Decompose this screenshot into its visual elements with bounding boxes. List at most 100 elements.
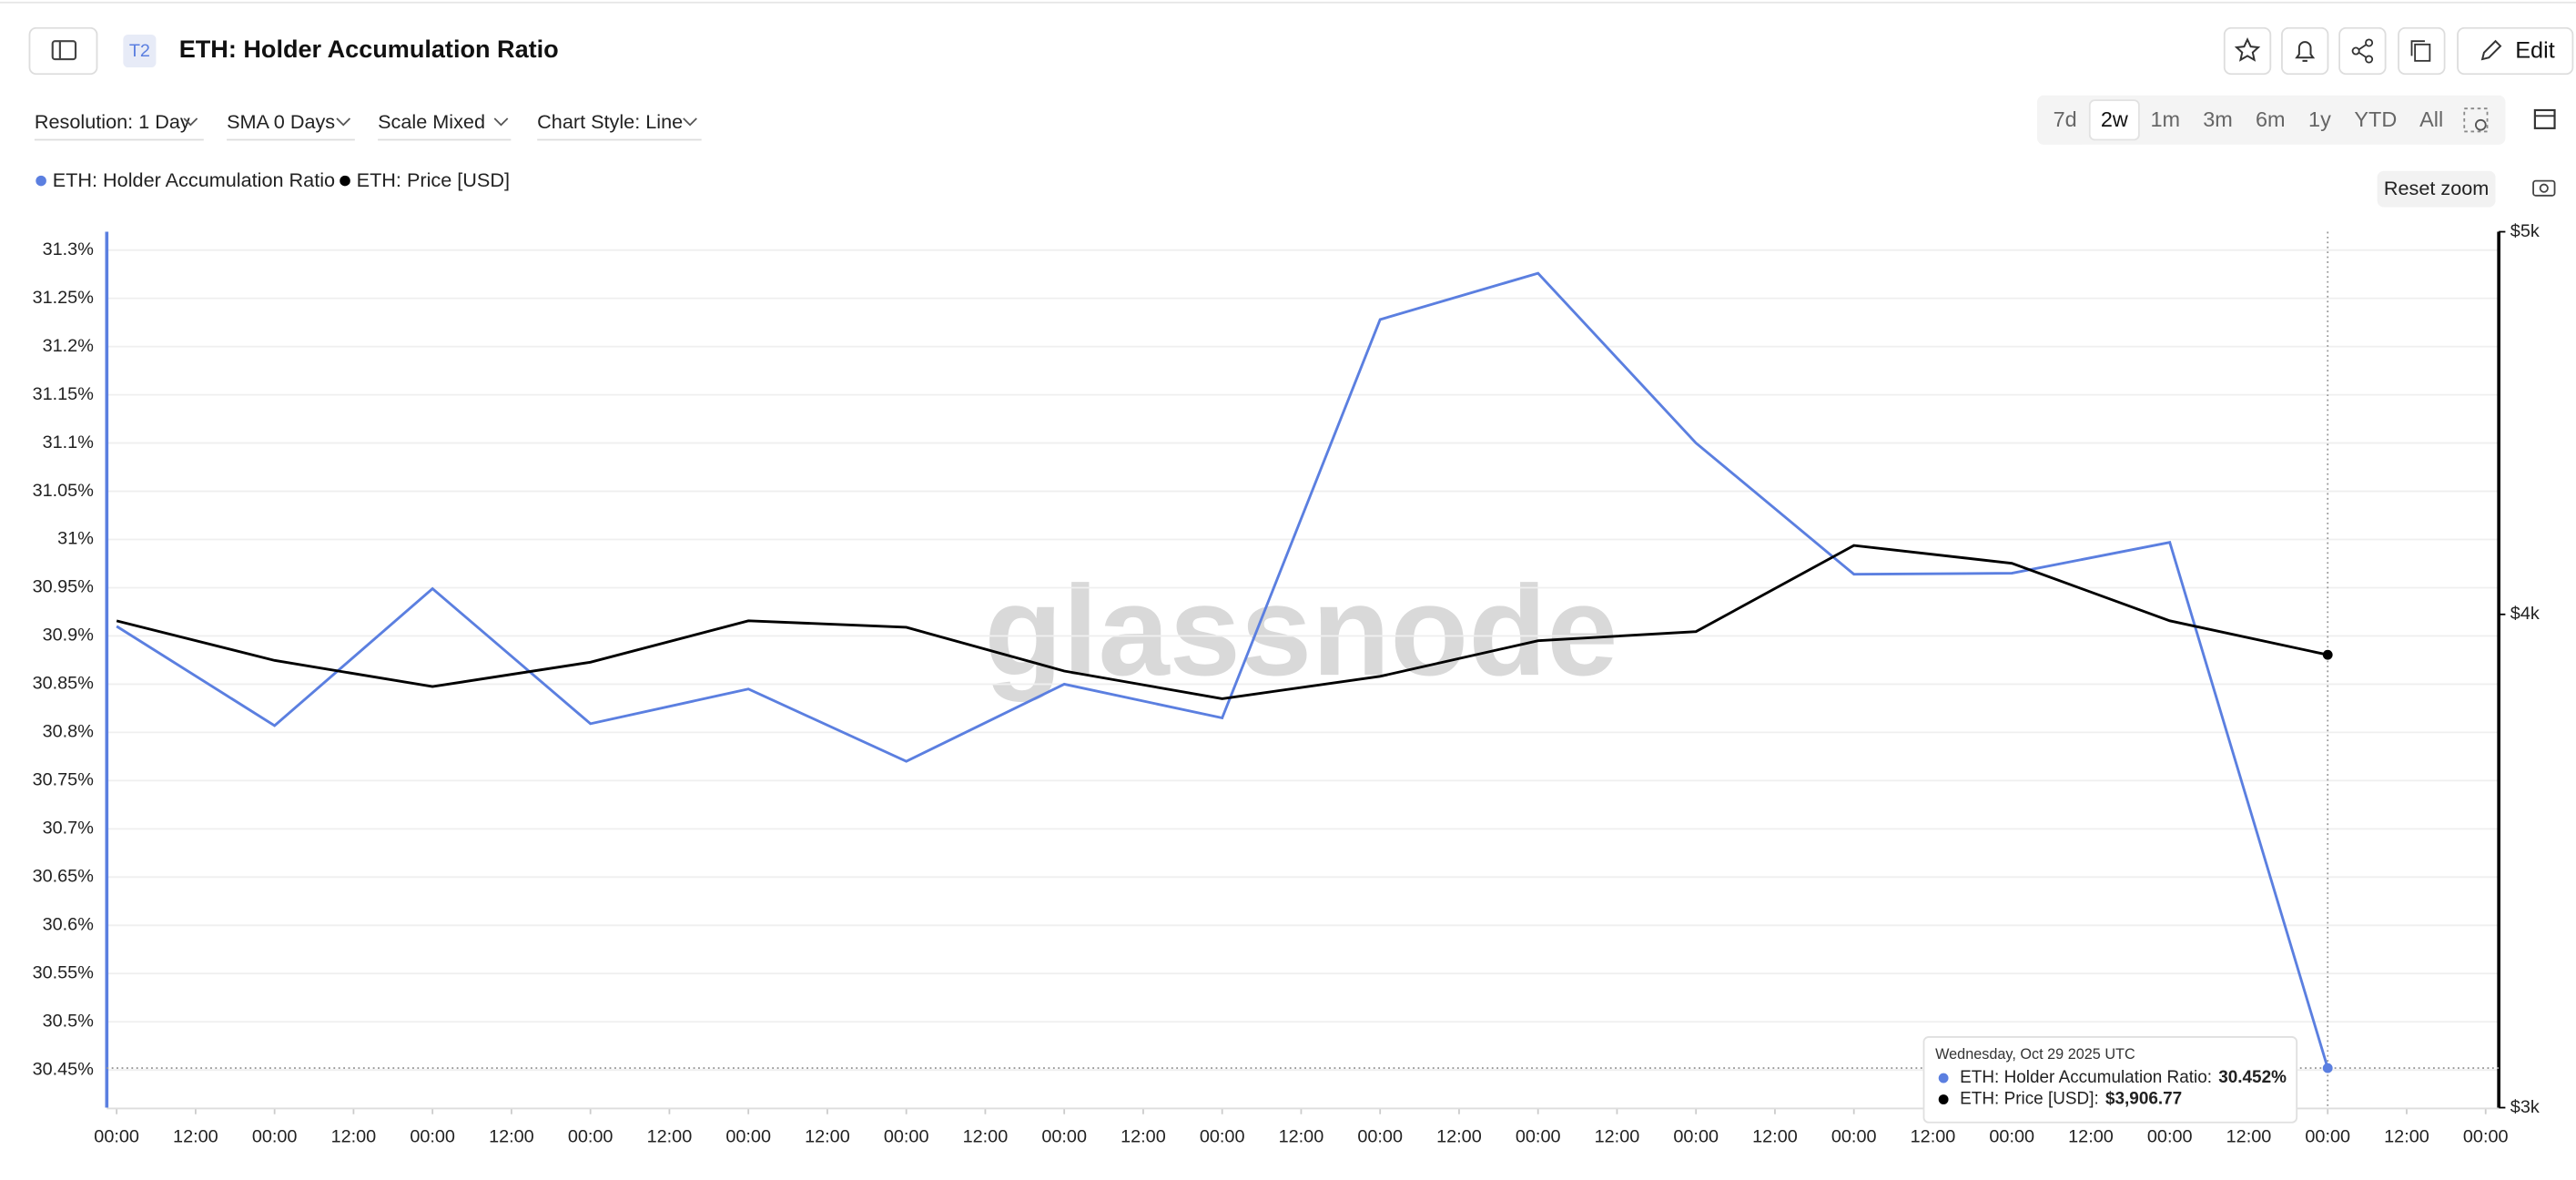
- x-tick-label: 00:00: [1200, 1126, 1245, 1146]
- x-tick-label: 00:00: [2147, 1126, 2193, 1146]
- range-button[interactable]: 1m: [2150, 107, 2180, 131]
- edit-label[interactable]: Edit: [2515, 38, 2555, 64]
- legend-marker: [35, 175, 46, 187]
- range-button[interactable]: 7d: [2054, 107, 2077, 131]
- reset-zoom[interactable]: Reset zoom: [2384, 177, 2489, 199]
- tooltip-marker: [1938, 1094, 1949, 1104]
- x-tick-label: 12:00: [963, 1126, 1009, 1146]
- range-button[interactable]: 3m: [2203, 107, 2233, 131]
- x-tick-label: 00:00: [410, 1126, 455, 1146]
- x-tick-label: 00:00: [252, 1126, 298, 1146]
- y-tick-label: 30.9%: [43, 626, 94, 646]
- share-button[interactable]: [2338, 26, 2387, 76]
- y-tick-label: 30.8%: [43, 722, 94, 742]
- x-tick-label: 12:00: [647, 1126, 693, 1146]
- y2-tick-label: $5k: [2510, 221, 2540, 241]
- x-tick-label: 00:00: [94, 1126, 139, 1146]
- alert-button[interactable]: [2281, 26, 2329, 76]
- x-tick-label: 00:00: [2463, 1126, 2509, 1146]
- x-tick-label: 12:00: [1121, 1126, 1166, 1146]
- x-tick-label: 12:00: [1595, 1126, 1640, 1146]
- y2-tick-label: $3k: [2510, 1097, 2540, 1117]
- hover-point: [2322, 649, 2333, 660]
- x-tick-label: 12:00: [2068, 1126, 2114, 1146]
- x-tick-label: 12:00: [2226, 1126, 2272, 1146]
- badge-bg: [123, 34, 157, 68]
- tooltip-label: ETH: Holder Accumulation Ratio:: [1960, 1068, 2212, 1087]
- x-tick-label: 12:00: [1436, 1126, 1482, 1146]
- y-tick-label: 30.65%: [33, 867, 94, 887]
- y-tick-label: 31.2%: [43, 336, 94, 356]
- resolution-dropdown[interactable]: Resolution: 1 Day: [35, 110, 204, 141]
- y-tick-label: 30.7%: [43, 819, 94, 839]
- y-tick-label: 30.75%: [33, 770, 94, 790]
- x-tick-label: 12:00: [173, 1126, 218, 1146]
- x-tick-label: 12:00: [1279, 1126, 1324, 1146]
- legend-marker: [340, 175, 350, 187]
- y-tick-label: 31%: [57, 529, 94, 549]
- y-tick-label: 31.15%: [33, 384, 94, 404]
- range-buttons: 7d 2w 1m 3m 6m 1y YTD All: [2054, 99, 2443, 141]
- series-line: [116, 271, 2329, 1069]
- range-bar: [2037, 95, 2506, 145]
- y-tick-label: 31.1%: [43, 432, 94, 453]
- x-tick-label: 00:00: [1673, 1126, 1719, 1146]
- x-tick-label: 00:00: [884, 1126, 929, 1146]
- x-tick-label: 00:00: [1357, 1126, 1403, 1146]
- range-button[interactable]: All: [2419, 107, 2443, 131]
- y-tick-label: 30.95%: [33, 577, 94, 597]
- x-tick-label: 12:00: [1752, 1126, 1798, 1146]
- watermark: glassnode: [984, 559, 1618, 702]
- copy-button[interactable]: [2398, 26, 2446, 76]
- y-tick-label: 31.3%: [43, 239, 94, 259]
- range-button[interactable]: 1y: [2308, 107, 2331, 131]
- x-tick-label: 00:00: [1989, 1126, 2034, 1146]
- x-tick-label: 12:00: [489, 1126, 534, 1146]
- tooltip-row: ETH: Holder Accumulation Ratio: 30.452%: [1960, 1068, 2287, 1087]
- x-tick-label: 00:00: [725, 1126, 771, 1146]
- edit-button[interactable]: Edit: [2457, 26, 2574, 76]
- y-tick-label: 30.55%: [33, 963, 94, 983]
- series-line: [116, 544, 2328, 700]
- y-tick-label: 30.5%: [43, 1011, 94, 1031]
- x-tick-label: 12:00: [805, 1126, 850, 1146]
- x-tick-label: 12:00: [1911, 1126, 1956, 1146]
- y-tick-label: 31.05%: [33, 481, 94, 501]
- x-tick-label: 00:00: [568, 1126, 614, 1146]
- x-tick-label: 12:00: [331, 1126, 377, 1146]
- x-tick-label: 00:00: [1831, 1126, 1877, 1146]
- sma[interactable]: SMA 0 Days: [227, 110, 335, 133]
- y2-tick-label: $4k: [2510, 604, 2540, 624]
- sma-dropdown[interactable]: SMA 0 Days: [227, 110, 355, 141]
- x-tick-label: 12:00: [2384, 1126, 2429, 1146]
- sidebar-toggle[interactable]: [28, 26, 98, 76]
- scale[interactable]: Scale Mixed: [378, 110, 485, 133]
- tooltip-date: Wednesday, Oct 29 2025 UTC: [1935, 1046, 2135, 1063]
- favorite-button[interactable]: [2223, 26, 2272, 76]
- range-button[interactable]: 6m: [2256, 107, 2286, 131]
- snapshot-button[interactable]: [2532, 179, 2556, 197]
- legend: ETH: Holder Accumulation Ratio ETH: Price…: [35, 168, 510, 191]
- range-selected-bg: [2088, 99, 2140, 141]
- y-tick-label: 31.25%: [33, 288, 94, 308]
- tooltip-row: ETH: Price [USD]: $3,906.77: [1960, 1090, 2182, 1109]
- y-tick-label: 30.6%: [43, 915, 94, 935]
- chart-style[interactable]: Chart Style: Line: [537, 110, 683, 133]
- legend-label: ETH: Price [USD]: [357, 168, 510, 191]
- resolution[interactable]: Resolution: 1 Day: [35, 110, 190, 133]
- range-button[interactable]: YTD: [2354, 107, 2397, 131]
- zoom-select[interactable]: [2463, 107, 2489, 133]
- tooltip: Wednesday, Oct 29 2025 UTC ETH: Holder Ac…: [1922, 1036, 2298, 1124]
- x-tick-label: 00:00: [1516, 1126, 1561, 1146]
- calendar-button[interactable]: [2521, 95, 2568, 145]
- legend-label: ETH: Holder Accumulation Ratio: [53, 168, 335, 191]
- x-tick-label: 00:00: [2305, 1126, 2350, 1146]
- reset-zoom-button[interactable]: Reset zoom: [2377, 170, 2496, 208]
- range-button[interactable]: 2w: [2101, 107, 2128, 131]
- style-dropdown[interactable]: Chart Style: Line: [537, 110, 702, 141]
- tooltip-marker: [1938, 1073, 1949, 1083]
- tooltip-value: $3,906.77: [2105, 1090, 2182, 1109]
- tooltip-label: ETH: Price [USD]:: [1960, 1090, 2099, 1109]
- scale-dropdown[interactable]: Scale Mixed: [378, 110, 512, 141]
